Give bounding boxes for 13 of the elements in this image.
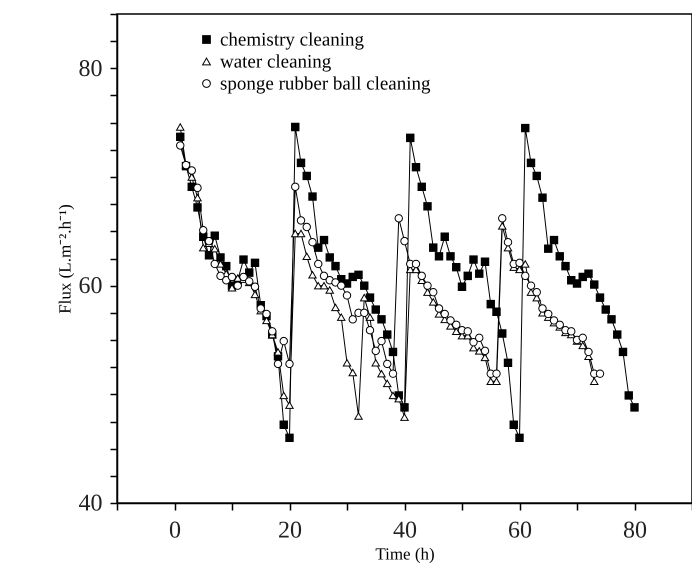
y-tick-label: 40 xyxy=(78,490,102,516)
x-tick-label: 0 xyxy=(169,518,181,544)
y-tick-label: 80 xyxy=(78,56,102,82)
x-tick-label: 40 xyxy=(393,518,417,544)
x-tick-label: 20 xyxy=(278,518,302,544)
x-tick-label: 80 xyxy=(623,518,647,544)
legend-label: chemistry cleaning xyxy=(220,30,365,50)
x-tick-label: 60 xyxy=(508,518,532,544)
y-axis-title: Flux (L.m⁻².h⁻¹) xyxy=(56,204,74,314)
x-axis-title: Time (h) xyxy=(375,544,435,564)
y-tick-label: 60 xyxy=(78,273,102,300)
legend-label: sponge rubber ball cleaning xyxy=(220,74,432,94)
legend-label: water cleaning xyxy=(220,52,332,72)
